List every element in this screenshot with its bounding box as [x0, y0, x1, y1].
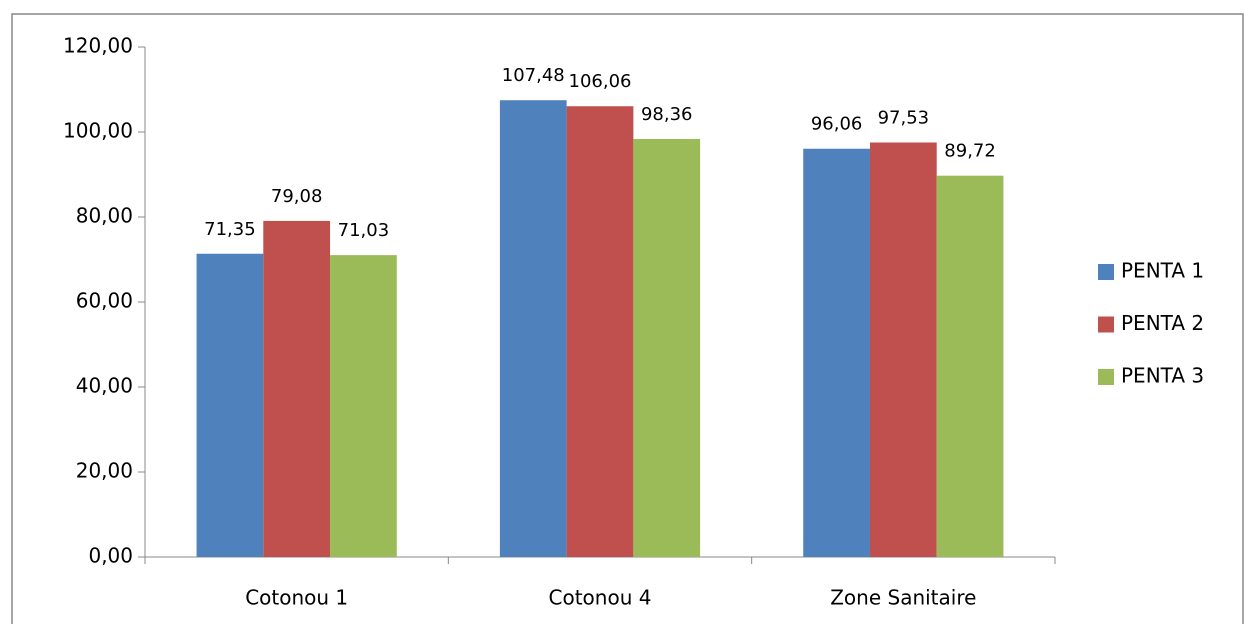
value-label: 97,53 — [878, 107, 930, 128]
value-label: 98,36 — [641, 104, 693, 125]
bar — [196, 253, 264, 557]
bar — [803, 148, 870, 557]
legend-swatch — [1098, 316, 1114, 333]
value-label: 89,72 — [944, 141, 996, 162]
y-tick-label: 0,00 — [88, 544, 133, 568]
value-label: 79,08 — [271, 186, 323, 207]
y-tick-label: 60,00 — [76, 289, 133, 313]
bar — [263, 220, 331, 557]
legend-label: PENTA 2 — [1121, 311, 1204, 335]
legend-label: PENTA 3 — [1121, 364, 1204, 388]
bar — [499, 100, 567, 558]
y-tick-label: 20,00 — [76, 459, 133, 483]
value-label: 106,06 — [569, 71, 632, 92]
bar — [566, 106, 634, 558]
y-tick-label: 80,00 — [76, 204, 133, 228]
value-label: 71,03 — [338, 220, 390, 241]
x-tick-label: Zone Sanitaire — [830, 586, 976, 610]
y-tick-label: 120,00 — [63, 34, 133, 58]
y-tick-label: 100,00 — [63, 119, 133, 143]
bar — [869, 142, 937, 557]
chart-frame — [11, 13, 1244, 624]
bar — [936, 175, 1004, 557]
x-tick-label: Cotonou 4 — [549, 586, 652, 610]
y-tick-label: 40,00 — [76, 374, 133, 398]
bar — [633, 138, 701, 557]
legend-label: PENTA 1 — [1121, 259, 1204, 283]
value-label: 107,48 — [502, 65, 565, 86]
x-tick-label: Cotonou 1 — [245, 586, 348, 610]
bar — [330, 255, 397, 557]
legend-swatch — [1098, 264, 1114, 280]
value-label: 96,06 — [811, 114, 863, 135]
value-label: 71,35 — [204, 219, 256, 240]
legend-swatch — [1098, 369, 1114, 385]
